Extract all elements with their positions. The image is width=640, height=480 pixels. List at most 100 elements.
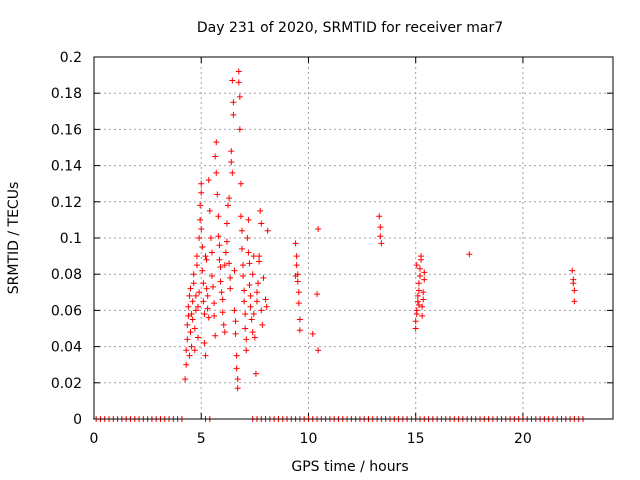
data-point — [419, 303, 426, 310]
data-point — [187, 329, 194, 336]
data-point — [233, 365, 240, 372]
x-tick-label: 10 — [300, 431, 318, 447]
data-point — [570, 280, 577, 287]
data-point — [232, 330, 239, 337]
data-point — [223, 238, 230, 245]
data-point — [236, 93, 243, 100]
data-point — [247, 292, 254, 299]
data-point — [292, 240, 299, 247]
data-point — [197, 216, 204, 223]
data-point — [202, 253, 209, 260]
data-point — [201, 311, 208, 318]
data-point — [208, 273, 215, 280]
data-point — [229, 169, 236, 176]
data-point — [241, 298, 248, 305]
data-point — [260, 274, 267, 281]
data-point — [193, 262, 200, 269]
data-point — [227, 274, 234, 281]
y-tick-label: 0.02 — [51, 376, 82, 392]
data-point — [217, 278, 224, 285]
y-tick-label: 0.14 — [51, 159, 82, 175]
data-point — [186, 292, 193, 299]
data-point — [309, 330, 316, 337]
chart-title: Day 231 of 2020, SRMTID for receiver mar… — [197, 20, 503, 36]
data-point — [231, 307, 238, 314]
data-point — [204, 292, 211, 299]
data-point — [377, 224, 384, 231]
data-point — [216, 256, 223, 263]
data-point — [228, 158, 235, 165]
data-point — [235, 68, 242, 75]
data-point — [195, 303, 202, 310]
data-point — [255, 280, 262, 287]
plot-frame — [93, 56, 614, 420]
y-tick-label: 0.12 — [51, 195, 82, 211]
data-point — [191, 325, 198, 332]
y-tick-label: 0.18 — [51, 86, 82, 102]
y-tick-label: 0.04 — [51, 340, 82, 356]
data-point — [193, 253, 200, 260]
data-point — [377, 233, 384, 240]
x-tick-label: 15 — [407, 431, 425, 447]
data-point — [248, 316, 255, 323]
data-point — [376, 213, 383, 220]
data-point — [234, 376, 241, 383]
data-point — [198, 225, 205, 232]
data-point — [203, 256, 210, 263]
data-point — [251, 334, 258, 341]
data-point — [243, 347, 250, 354]
data-point — [259, 321, 266, 328]
data-point — [240, 262, 247, 269]
data-point — [240, 273, 247, 280]
data-point — [231, 267, 238, 274]
data-point — [296, 316, 303, 323]
data-point — [205, 177, 212, 184]
y-tick-label: 0.1 — [60, 231, 82, 247]
y-tick-label: 0.06 — [51, 303, 82, 319]
data-point — [262, 296, 269, 303]
data-point — [211, 312, 218, 319]
data-point — [186, 352, 193, 359]
data-point — [256, 253, 263, 260]
data-point — [294, 278, 301, 285]
data-point — [256, 258, 263, 265]
data-point — [292, 273, 299, 280]
data-point — [258, 220, 265, 227]
data-point — [226, 260, 233, 267]
y-tick-label: 0.08 — [51, 267, 82, 283]
data-point — [466, 251, 473, 258]
data-point — [212, 332, 219, 339]
data-point — [228, 148, 235, 155]
data-point — [233, 352, 240, 359]
data-point — [250, 311, 257, 318]
data-point — [245, 249, 252, 256]
data-point — [230, 99, 237, 106]
data-point — [202, 352, 209, 359]
data-point — [221, 329, 228, 336]
data-point — [253, 298, 260, 305]
data-point — [200, 298, 207, 305]
data-point — [413, 307, 420, 314]
data-point — [185, 303, 192, 310]
data-point — [196, 235, 203, 241]
data-point — [315, 347, 322, 354]
data-point — [197, 202, 204, 209]
data-point — [241, 287, 248, 294]
data-point — [192, 292, 199, 299]
data-point — [196, 289, 203, 296]
data-point — [203, 285, 210, 292]
data-point — [185, 312, 192, 319]
data-point — [183, 347, 190, 354]
data-point — [415, 287, 422, 294]
y-tick-label: 0.16 — [51, 122, 82, 138]
data-point — [190, 280, 197, 287]
data-point — [207, 235, 214, 241]
data-point — [249, 271, 256, 278]
data-point — [227, 285, 234, 292]
data-point — [263, 303, 270, 310]
data-point — [569, 267, 576, 274]
data-point — [243, 336, 250, 343]
data-point — [189, 316, 196, 323]
data-point — [419, 312, 426, 319]
data-point — [296, 327, 303, 334]
